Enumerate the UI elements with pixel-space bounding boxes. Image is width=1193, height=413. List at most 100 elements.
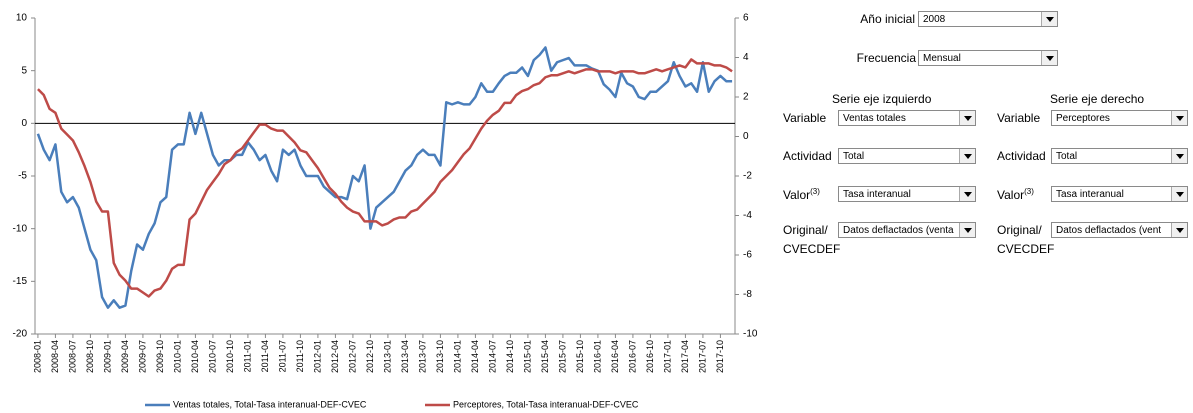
dropdown-arrow[interactable] (959, 187, 975, 201)
select-value: Datos deflactados (venta (843, 225, 954, 236)
x-tick-label: 2010-04 (190, 340, 200, 373)
y-tick-label: -15 (13, 276, 28, 287)
dropdown-arrow[interactable] (1171, 111, 1187, 125)
dropdown-arrow[interactable] (959, 111, 975, 125)
y-tick-label: -20 (13, 329, 28, 340)
label: Frecuencia (857, 51, 916, 65)
x-tick-label: 2013-01 (382, 340, 392, 373)
x-tick-label: 2014-10 (505, 340, 515, 373)
dropdown-arrow[interactable] (1171, 223, 1187, 237)
series-line (36, 46, 733, 309)
dropdown[interactable]: Tasa interanual (1051, 186, 1188, 202)
dropdown[interactable]: Datos deflactados (vent (1051, 222, 1188, 238)
select-value: Serie eje derecho (1050, 92, 1145, 106)
legend-label: Ventas totales, Total-Tasa interanual-DE… (173, 399, 367, 409)
dropdown[interactable]: Tasa interanual (838, 186, 976, 202)
label: CVECDEF (783, 242, 840, 256)
dropdown-arrow[interactable] (959, 223, 975, 237)
footnote-ref: (3) (1024, 187, 1034, 196)
label: Original/ (997, 223, 1042, 237)
y2-tick-label: -10 (743, 329, 758, 340)
x-tick-label: 2012-04 (330, 340, 340, 373)
select-value: Perceptores (1056, 113, 1110, 124)
x-tick-label: 2009-07 (137, 340, 147, 373)
select-value: Tasa interanual (843, 189, 911, 200)
x-tick-label: 2016-07 (627, 340, 637, 373)
y2-tick-label: -4 (743, 210, 752, 221)
x-tick-label: 2009-01 (102, 340, 112, 373)
y2-tick-label: -6 (743, 250, 752, 261)
dropdown[interactable]: Ventas totales (838, 110, 976, 126)
x-tick-label: 2008-01 (32, 340, 42, 373)
label: Actividad (783, 149, 832, 163)
x-tick-label: 2012-07 (347, 340, 357, 373)
dropdown-arrow[interactable] (1041, 12, 1057, 26)
heading: Serie eje derecho (1050, 92, 1144, 106)
legend-label: Perceptores, Total-Tasa interanual-DEF-C… (453, 399, 639, 409)
select-value: 2008 (923, 14, 946, 25)
select-value: Actividad (997, 149, 1046, 163)
x-tick-label: 2010-10 (225, 340, 235, 373)
x-tick-label: 2013-10 (435, 340, 445, 373)
dropdown[interactable]: 2008 (918, 11, 1058, 27)
x-tick-label: 2011-04 (260, 340, 270, 372)
y-tick-label: -5 (18, 171, 27, 182)
x-tick-label: 2015-01 (522, 340, 532, 373)
x-tick-label: 2015-07 (557, 340, 567, 373)
dropdown[interactable]: Total (1051, 148, 1188, 164)
select-value: Original/ (997, 223, 1042, 237)
dropdown-arrow[interactable] (959, 149, 975, 163)
x-tick-label: 2010-01 (172, 340, 182, 373)
dropdown[interactable]: Datos deflactados (venta (838, 222, 976, 238)
dropdown-arrow[interactable] (1171, 187, 1187, 201)
x-tick-label: 2011-01 (242, 340, 252, 372)
y-tick-label: 10 (16, 13, 28, 24)
select-value: Valor (997, 188, 1025, 202)
dropdown[interactable]: Total (838, 148, 976, 164)
x-tick-label: 2017-04 (680, 340, 690, 373)
x-tick-label: 2017-07 (697, 340, 707, 373)
x-tick-label: 2014-01 (452, 340, 462, 373)
x-tick-label: 2008-10 (85, 340, 95, 373)
select-value: Total (843, 151, 865, 162)
dropdown[interactable]: Mensual (918, 50, 1058, 66)
x-tick-label: 2010-07 (207, 340, 217, 373)
select-value: Serie eje izquierdo (832, 92, 932, 106)
series-line (37, 58, 733, 298)
select-value: Variable (997, 111, 1041, 125)
select-value: CVECDEF (997, 242, 1055, 256)
select-value: Variable (783, 111, 827, 125)
x-tick-label: 2012-01 (312, 340, 322, 373)
label: Variable (997, 111, 1040, 125)
select-value: Ventas totales (843, 113, 906, 124)
x-tick-label: 2013-04 (400, 340, 410, 373)
dropdown-arrow[interactable] (1041, 51, 1057, 65)
y2-tick-label: -2 (743, 171, 752, 182)
x-tick-label: 2015-10 (575, 340, 585, 373)
label: Valor(3) (997, 187, 1034, 202)
x-tick-label: 2016-10 (645, 340, 655, 373)
label: Valor(3) (783, 187, 820, 202)
label: Variable (783, 111, 826, 125)
y2-tick-label: -8 (743, 289, 752, 300)
heading: Serie eje izquierdo (832, 92, 931, 106)
x-tick-label: 2014-04 (470, 340, 480, 373)
select-value: Datos deflactados (vent (1056, 225, 1162, 236)
select-value: Mensual (923, 53, 961, 64)
select-value: Tasa interanual (1056, 189, 1124, 200)
x-tick-label: 2016-04 (610, 340, 620, 373)
dropdown-arrow[interactable] (1171, 149, 1187, 163)
select-value: CVECDEF (783, 242, 841, 256)
select-value: Valor (783, 188, 811, 202)
x-tick-label: 2014-07 (487, 340, 497, 373)
select-value: Año inicial (860, 12, 915, 26)
x-tick-label: 2016-01 (592, 340, 602, 373)
y-tick-label: 0 (21, 118, 27, 129)
dropdown[interactable]: Perceptores (1051, 110, 1188, 126)
x-tick-label: 2015-04 (540, 340, 550, 373)
select-value: Original/ (783, 223, 828, 237)
y2-tick-label: 4 (743, 52, 749, 63)
y2-tick-label: 2 (743, 92, 749, 103)
